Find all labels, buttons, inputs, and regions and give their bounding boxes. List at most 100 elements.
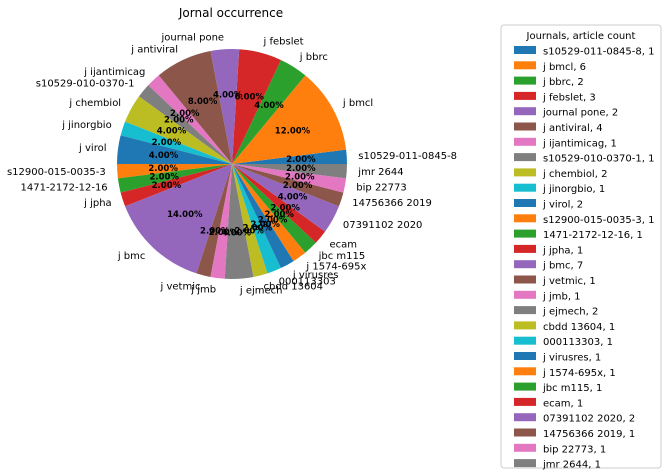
slice-label-s10529-011-0845-8: s10529-011-0845-8	[358, 151, 457, 162]
slice-label-000113303: 000113303	[279, 277, 336, 288]
slice-label-jbc-m115: jbc m115	[318, 251, 366, 262]
legend-entry-s12900-015-0035-3: s12900-015-0035-3, 1	[543, 215, 654, 226]
legend-entry-000113303: 000113303, 1	[543, 337, 613, 348]
pie-slice-jbc-m115	[232, 164, 316, 253]
legend-entry-jbc-m115: jbc m115, 1	[542, 383, 602, 394]
slice-label-j-jmb: j jmb	[190, 285, 216, 296]
slice-percent-000113303: 2.00%	[243, 224, 273, 234]
slice-label-j-febslet: j febslet	[263, 37, 304, 48]
slice-percent-bip-22773: 2.00%	[285, 172, 315, 182]
legend-swatch-14756366-2019	[514, 428, 536, 437]
legend-swatch-07391102-2020	[514, 413, 536, 422]
pie-slice-14756366-2019	[232, 164, 344, 207]
pie-slice-cbdd-13604	[232, 164, 268, 277]
slice-percent-07391102-2020: 4.00%	[278, 193, 308, 203]
pie-slice-bip-22773	[232, 164, 347, 193]
slice-percent-j-virusres: 2.00%	[250, 220, 280, 230]
legend-entry-j-vetmic: j vetmic, 1	[542, 276, 596, 287]
legend-swatch-j-jinorgbio	[514, 183, 536, 192]
slice-percent-j-jpha: 2.00%	[152, 181, 182, 191]
legend-swatch-journal-pone	[514, 107, 536, 116]
legend-entry-j-jmb: j jmb, 1	[542, 291, 581, 302]
slice-label-bip-22773: bip 22773	[356, 183, 406, 194]
slice-label-cbdd-13604: cbdd 13604	[264, 282, 324, 293]
slice-label-journal-pone: journal pone	[161, 33, 225, 44]
legend-swatch-1471-2172-12-16	[514, 229, 536, 238]
slice-percent-s10529-010-0370-1: 2.00%	[164, 116, 194, 126]
legend-entry-07391102-2020: 07391102 2020, 2	[543, 414, 635, 425]
slice-percent-cbdd-13604: 2.00%	[234, 226, 264, 236]
legend-swatch-j-chembiol	[514, 168, 536, 177]
pie-slice-j-ijantimicag	[148, 75, 232, 164]
slice-label-s12900-015-0035-3: s12900-015-0035-3	[7, 167, 106, 178]
pie-slice-jmr-2644	[232, 164, 347, 179]
legend-entry-j-virusres: j virusres, 1	[542, 353, 601, 364]
pie-slice-j-bbrc	[232, 59, 306, 164]
slice-label-j-virusres: j virusres	[292, 270, 339, 281]
slice-percent-j-bmcl: 12.00%	[275, 126, 311, 136]
slice-label-jmr-2644: jmr 2644	[357, 167, 403, 178]
legend-swatch-j-ejmech	[514, 306, 536, 315]
legend-swatch-j-bmc	[514, 260, 536, 269]
slice-percent-ecam: 2.00%	[270, 204, 300, 214]
slice-percent-j-jinorgbio: 2.00%	[152, 138, 182, 148]
legend-swatch-s12900-015-0035-3	[514, 214, 536, 223]
pie-slice-s10529-011-0845-8	[232, 149, 347, 164]
pie-slice-07391102-2020	[232, 164, 339, 232]
slice-percent-j-ejmech: 4.00%	[222, 228, 252, 238]
slice-percentages: 2.00%12.00%4.00%6.00%4.00%8.00%2.00%2.00…	[148, 91, 316, 239]
slice-percent-s12900-015-0035-3: 2.00%	[148, 164, 178, 174]
legend-swatch-j-jmb	[514, 290, 536, 299]
slice-percent-journal-pone: 4.00%	[213, 91, 243, 101]
legend-swatch-j-vetmic	[514, 275, 536, 284]
legend-entry-jmr-2644: jmr 2644, 1	[542, 460, 601, 471]
slice-label-j-ijantimicag: j ijantimicag	[83, 67, 145, 78]
slice-label-j-chembiol: j chembiol	[68, 98, 121, 109]
slice-percent-jmr-2644: 2.00%	[286, 164, 316, 174]
pie-slice-s10529-010-0370-1	[138, 85, 232, 164]
slice-percent-j-febslet: 6.00%	[234, 93, 264, 103]
slice-label-j-virol: j virol	[78, 143, 106, 154]
slice-percent-j-ijantimicag: 2.00%	[170, 109, 200, 119]
pie-slice-j-virusres	[232, 164, 294, 269]
slice-label-j-bbrc: j bbrc	[299, 52, 328, 63]
pie-slice-j-antiviral	[158, 51, 232, 164]
legend-entry-j-bbrc: j bbrc, 2	[542, 77, 584, 88]
slice-percent-j-1574-695x: 2.00%	[258, 215, 288, 225]
pie-slice-journal-pone	[210, 49, 240, 164]
slice-label-ecam: ecam	[330, 240, 358, 251]
slice-percent-j-bbrc: 4.00%	[254, 101, 284, 111]
legend-entry-j-ijantimicag: j ijantimicag, 1	[542, 138, 617, 149]
legend-entry-j-febslet: j febslet, 3	[542, 92, 596, 103]
legend-swatch-j-virol	[514, 199, 536, 207]
legend-swatch-j-1574-695x	[514, 367, 536, 376]
slice-label-j-bmcl: j bmcl	[342, 98, 373, 109]
pie-slice-j-febslet	[232, 49, 281, 165]
legend-title: Journals, article count	[526, 31, 636, 42]
slice-percent-1471-2172-12-16: 2.00%	[149, 172, 179, 182]
pie-slice-j-jmb	[210, 164, 232, 279]
legend: Journals, article count s10529-011-0845-…	[500, 24, 662, 471]
pie-slice-j-ejmech	[224, 164, 254, 279]
slice-label-07391102-2020: 07391102 2020	[343, 220, 423, 231]
legend-entry-j-ejmech: j ejmech, 2	[542, 307, 598, 318]
legend-swatch-j-virusres	[514, 352, 536, 360]
legend-swatch-j-bmcl	[514, 61, 536, 70]
slice-percent-j-jmb: 2.00%	[209, 228, 239, 238]
slice-percent-j-bmc: 14.00%	[167, 210, 203, 220]
slice-percent-jbc-m115: 2.00%	[264, 210, 294, 220]
legend-entry-14756366-2019: 14756366 2019, 1	[543, 429, 635, 440]
slice-percent-j-chembiol: 4.00%	[157, 126, 187, 136]
legend-entry-ecam: ecam, 1	[543, 398, 583, 409]
legend-entry-1471-2172-12-16: 1471-2172-12-16, 1	[543, 230, 643, 241]
slice-label-j-vetmic: j vetmic	[160, 282, 201, 293]
legend-swatch-jbc-m115	[514, 382, 536, 391]
slice-label-s10529-010-0370-1: s10529-010-0370-1	[36, 78, 135, 89]
slice-label-j-jinorgbio: j jinorgbio	[61, 120, 112, 131]
slice-percent-j-vetmic: 2.00%	[200, 226, 230, 236]
pie-slice-j-bmcl	[232, 75, 347, 164]
pie-slice-j-1574-695x	[232, 164, 306, 262]
slice-label-j-ejmech: j ejmech	[239, 285, 283, 296]
pie-slice-j-jinorgbio	[120, 121, 232, 164]
